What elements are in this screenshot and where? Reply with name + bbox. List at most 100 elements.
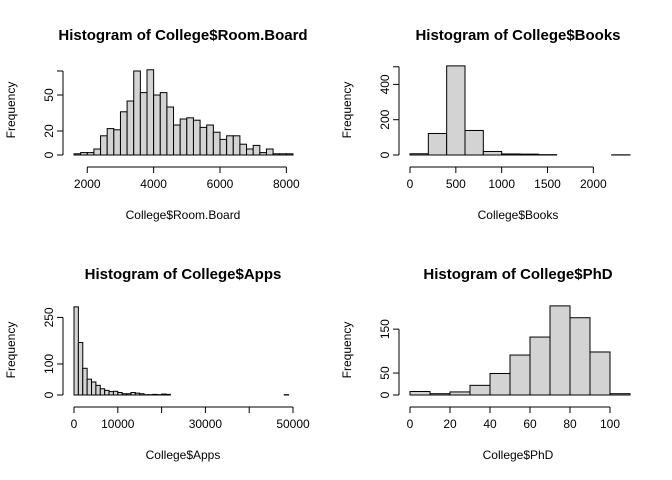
x-tick-label: 8000 xyxy=(273,177,300,191)
histogram-bar xyxy=(427,132,448,156)
histogram-bar xyxy=(121,393,128,396)
histogram-bar xyxy=(285,153,294,156)
x-tick-label: 100 xyxy=(600,417,620,431)
histogram-bar xyxy=(279,153,287,156)
histogram-bar xyxy=(409,153,429,156)
histogram-bar xyxy=(126,393,132,396)
histogram-panel-2: Histogram of College$Books 0 500 1000 1500 20… xyxy=(340,27,631,222)
y-axis-label: Frequency xyxy=(4,82,18,139)
histogram-bar xyxy=(179,118,188,156)
chart-title: Histogram of College$Apps xyxy=(85,266,282,283)
histogram-bar xyxy=(272,153,281,156)
x-tick-label: 500 xyxy=(446,177,466,191)
histogram-bar xyxy=(130,392,136,396)
y-tick-label: 200 xyxy=(378,109,392,129)
histogram-bar xyxy=(199,126,208,156)
y-tick-label: 50 xyxy=(378,366,392,380)
histogram-bar xyxy=(82,367,88,396)
y-axis-label: Frequency xyxy=(4,322,18,379)
histogram-bar xyxy=(134,392,141,396)
histogram-bar xyxy=(489,372,511,396)
histogram-bar xyxy=(77,342,84,396)
y-tick-label: 250 xyxy=(42,307,56,327)
histogram-bar xyxy=(509,354,531,396)
histogram-bar xyxy=(409,390,431,396)
histogram-bar xyxy=(161,393,167,396)
x-tick-label: 2000 xyxy=(580,177,607,191)
y-tick-label: 0 xyxy=(378,391,392,398)
histogram-panel-4: Histogram of College$PhD 0 20 40 60 80 100 0 50 1… xyxy=(340,266,631,462)
histogram-bar xyxy=(446,65,466,156)
x-tick-label: 0 xyxy=(71,417,78,431)
histogram-bar xyxy=(139,393,145,396)
x-tick-label: 6000 xyxy=(207,177,234,191)
chart-title: Histogram of College$PhD xyxy=(423,266,612,283)
chart-title: Histogram of College$Room.Board xyxy=(58,27,307,44)
histogram-bar xyxy=(226,135,234,156)
y-axis-label: Frequency xyxy=(340,322,354,379)
y-tick-label: 0 xyxy=(42,151,56,158)
histogram-bar xyxy=(549,305,571,396)
x-tick-label: 30000 xyxy=(189,417,223,431)
y-tick-label: 400 xyxy=(378,74,392,94)
histogram-bar xyxy=(93,148,102,156)
histogram-bar xyxy=(259,152,267,156)
histogram-bar xyxy=(186,117,194,156)
x-axis-label: College$PhD xyxy=(483,448,554,462)
histogram-bar xyxy=(86,152,95,156)
histogram-bar xyxy=(529,336,551,396)
y-tick-label: 100 xyxy=(42,354,56,374)
histogram-bar xyxy=(99,388,106,396)
histogram-bar xyxy=(73,306,79,396)
histogram-bar xyxy=(212,131,221,156)
histogram-bar xyxy=(165,393,171,396)
x-tick-label: 0 xyxy=(407,177,414,191)
histogram-bar xyxy=(192,119,201,156)
histogram-bar xyxy=(265,148,274,156)
x-tick-label: 10000 xyxy=(101,417,135,431)
histogram-bar xyxy=(166,106,175,156)
histogram-bar xyxy=(104,389,110,396)
histogram-panel-1: Histogram of College$Room.Board 2000 4000 6… xyxy=(4,27,308,222)
histogram-bar xyxy=(95,384,101,396)
x-tick-label: 1000 xyxy=(488,177,515,191)
y-tick-label: 150 xyxy=(378,319,392,339)
histogram-bar xyxy=(429,393,451,396)
histogram-bar xyxy=(100,135,108,156)
histogram-bar xyxy=(232,135,241,156)
x-tick-label: 1500 xyxy=(534,177,561,191)
histogram-bar xyxy=(173,124,181,156)
histogram-bar xyxy=(119,111,128,156)
histogram-bar xyxy=(117,392,123,396)
x-tick-label: 20 xyxy=(443,417,457,431)
histogram-bar xyxy=(139,92,148,156)
histogram-bar xyxy=(569,317,591,396)
histogram-bar xyxy=(146,69,155,156)
histogram-bar xyxy=(153,94,161,156)
histogram-bar xyxy=(219,138,228,156)
x-tick-label: 50000 xyxy=(276,417,310,431)
histogram-bar xyxy=(246,148,254,156)
histogram-bar xyxy=(91,381,97,396)
histogram-bar xyxy=(126,100,135,156)
histogram-bar xyxy=(609,393,631,396)
y-tick-label: 0 xyxy=(42,391,56,398)
chart-title: Histogram of College$Books xyxy=(415,27,620,44)
histogram-bar xyxy=(589,351,611,396)
y-tick-label: 50 xyxy=(42,88,56,102)
histogram-bar xyxy=(252,144,261,156)
x-tick-label: 2000 xyxy=(74,177,101,191)
histogram-bar xyxy=(112,390,119,396)
x-axis-label: College$Apps xyxy=(146,448,221,462)
x-tick-label: 4000 xyxy=(140,177,167,191)
y-tick-label: 0 xyxy=(378,151,392,158)
x-tick-label: 40 xyxy=(483,417,497,431)
histogram-bar xyxy=(519,153,539,156)
histogram-bar xyxy=(482,150,503,156)
histogram-bar xyxy=(80,152,88,156)
histogram-bar xyxy=(464,129,484,156)
histogram-panel-3: Histogram of College$Apps 0 10000 30000 5000… xyxy=(4,266,310,462)
histogram-bar xyxy=(152,393,158,396)
